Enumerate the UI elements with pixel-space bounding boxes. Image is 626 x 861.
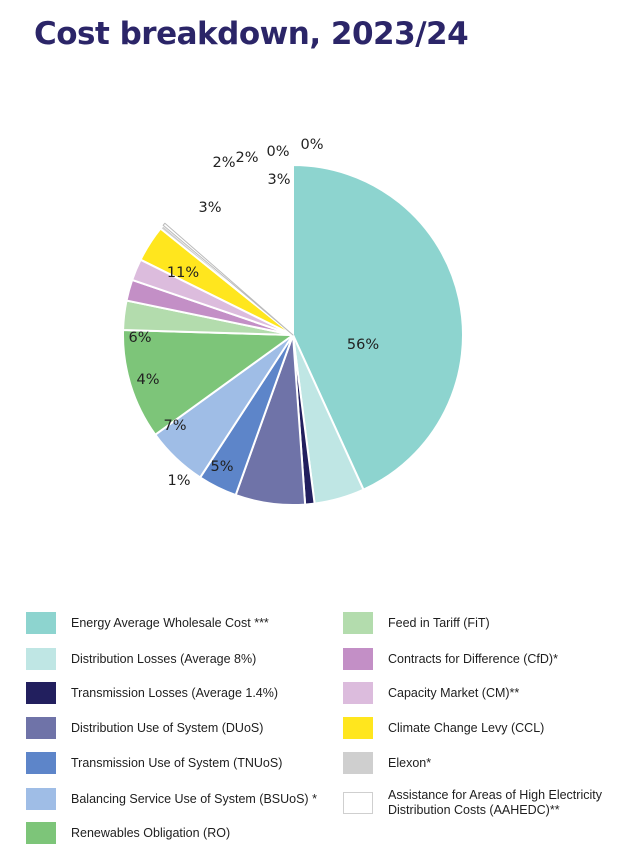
slice-value-label: 3% <box>267 172 290 188</box>
legend-item: Transmission Use of System (TNUoS) <box>26 752 282 774</box>
legend-label: Elexon* <box>388 755 432 770</box>
legend-swatch <box>343 648 373 670</box>
slice-value-label: 6% <box>128 330 151 346</box>
pie-slice <box>122 328 294 436</box>
legend-label: Distribution Losses (Average 8%) <box>71 651 257 666</box>
legend-swatch <box>26 788 56 810</box>
legend-item: Renewables Obligation (RO) <box>26 822 230 844</box>
legend-label: Balancing Service Use of System (BSUoS) … <box>71 791 317 806</box>
legend-swatch <box>343 792 373 814</box>
pie-slices <box>122 164 464 506</box>
slice-value-label: 56% <box>347 337 379 353</box>
legend-item: Transmission Losses (Average 1.4%) <box>26 682 278 704</box>
slice-value-label: 2% <box>212 155 235 171</box>
slice-value-label: 11% <box>167 265 199 281</box>
slice-value-label: 0% <box>266 144 289 160</box>
legend-item: Distribution Use of System (DUoS) <box>26 717 263 739</box>
legend-item: Distribution Losses (Average 8%) <box>26 648 256 670</box>
legend-label: Assistance for Areas of High Electricity… <box>388 788 602 817</box>
slice-value-label: 3% <box>198 200 221 216</box>
legend-swatch <box>26 822 56 844</box>
slice-value-label: 4% <box>136 372 159 388</box>
legend-label: Distribution Use of System (DUoS) <box>71 720 264 735</box>
legend-item: Elexon* <box>343 752 613 774</box>
legend-swatch <box>26 717 56 739</box>
pie-slice <box>162 222 294 336</box>
legend-item: Climate Change Levy (CCL) <box>343 717 613 739</box>
legend-item: Balancing Service Use of System (BSUoS) … <box>26 788 317 810</box>
legend-label: Contracts for Difference (CfD)* <box>388 651 558 666</box>
legend-swatch <box>343 717 373 739</box>
slice-value-label: 1% <box>167 473 190 489</box>
slice-value-label: 2% <box>235 150 258 166</box>
legend-label: Transmission Losses (Average 1.4%) <box>71 685 279 700</box>
slice-value-label: 0% <box>300 137 323 153</box>
legend-swatch <box>26 752 56 774</box>
slice-value-label: 7% <box>163 418 186 434</box>
legend-swatch <box>343 752 373 774</box>
legend-label: Capacity Market (CM)** <box>388 685 520 700</box>
legend-swatch <box>26 682 56 704</box>
legend-swatch <box>343 682 373 704</box>
legend-swatch <box>26 648 56 670</box>
chart-title: Cost breakdown, 2023/24 <box>34 16 469 52</box>
pie-chart: 56% 5% 1% 7% 4% 6% 11% 3% 2% 2% 3% 0% 0% <box>122 137 464 506</box>
legend-label: Renewables Obligation (RO) <box>71 825 231 840</box>
legend-label: Transmission Use of System (TNUoS) <box>71 755 283 770</box>
pie-slice-labels: 56% 5% 1% 7% 4% 6% 11% 3% 2% 2% 3% 0% 0% <box>128 137 379 489</box>
slice-value-label: 5% <box>210 459 233 475</box>
legend-item: Contracts for Difference (CfD)* <box>343 648 613 670</box>
legend-label: Climate Change Levy (CCL) <box>388 720 545 735</box>
legend-item: Capacity Market (CM)** <box>343 682 613 704</box>
legend-item: Assistance for Areas of High Electricity… <box>343 788 613 818</box>
pie-slice <box>292 164 464 491</box>
